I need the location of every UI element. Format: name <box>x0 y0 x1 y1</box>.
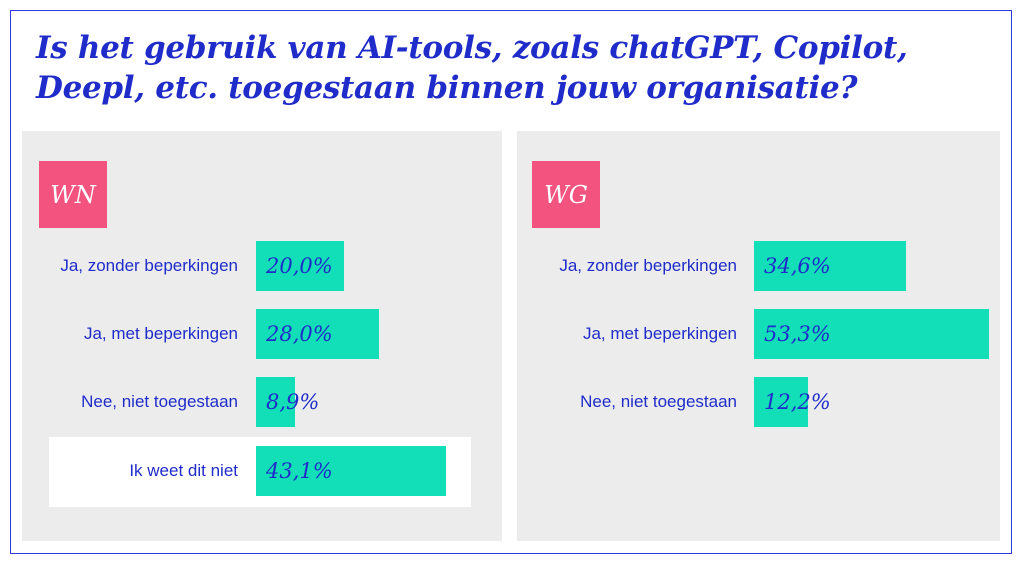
bar-row: Nee, niet toegestaan 12,2% <box>517 377 1000 427</box>
chart-frame <box>10 10 1012 554</box>
category-label: Ja, met beperkingen <box>83 324 238 343</box>
category-label: Nee, niet toegestaan <box>580 392 737 411</box>
bar <box>256 446 446 496</box>
bar-row: Ja, met beperkingen 53,3% <box>517 309 1000 359</box>
badge-wn: WN <box>39 161 107 228</box>
category-label: Ja, met beperkingen <box>582 324 737 343</box>
bar <box>754 241 907 291</box>
panel-wn: WN Ja, zonder beperkingen 20,0% Ja, met be… <box>22 131 502 541</box>
data-label: 34,6% <box>764 254 831 278</box>
badge-wg: WG <box>532 161 600 228</box>
category-label: Nee, niet toegestaan <box>81 392 238 411</box>
category-label: Ja, zonder beperkingen <box>60 256 238 275</box>
panel-wg: WG Ja, zonder beperkingen 34,6% Ja, met be… <box>517 131 1000 541</box>
data-label: 20,0% <box>266 254 333 278</box>
bar-row: Nee, niet toegestaan 8,9% <box>22 377 502 427</box>
bar-row: Ja, zonder beperkingen 20,0% <box>22 241 502 291</box>
bar <box>754 309 989 359</box>
data-label: 8,9% <box>266 390 320 414</box>
data-label: 53,3% <box>764 322 831 346</box>
bar <box>754 377 808 427</box>
bar-row: Ja, zonder beperkingen 34,6% <box>517 241 1000 291</box>
category-label: Ja, zonder beperkingen <box>559 256 737 275</box>
bar-row: Ik weet dit niet 43,1% <box>22 446 502 496</box>
data-label: 12,2% <box>764 390 831 414</box>
chart-title: Is het gebruik van AI-tools, zoals chatG… <box>36 30 908 106</box>
data-label: 43,1% <box>266 459 333 483</box>
bar <box>256 309 380 359</box>
data-label: 28,0% <box>266 322 333 346</box>
bar <box>256 241 344 291</box>
category-label: Ik weet dit niet <box>129 461 238 480</box>
bar-row: Ja, met beperkingen 28,0% <box>22 309 502 359</box>
bar <box>256 377 296 427</box>
